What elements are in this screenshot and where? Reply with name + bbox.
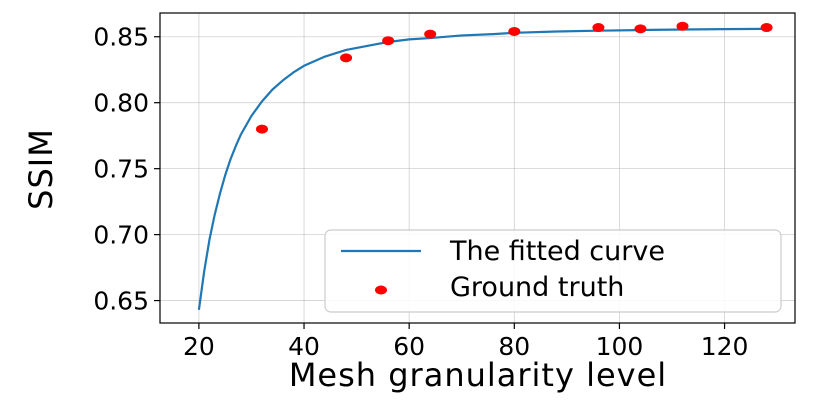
y-tick-label: 0.75	[93, 155, 149, 184]
ground-truth-point	[592, 23, 605, 33]
x-tick-label: 100	[596, 332, 644, 361]
y-tick-label: 0.80	[93, 89, 149, 118]
legend-label-ground-truth: Ground truth	[450, 272, 624, 303]
ground-truth-point	[634, 24, 647, 34]
legend-box	[324, 229, 782, 313]
ground-truth-point	[760, 23, 773, 33]
ground-truth-point	[255, 124, 268, 134]
ground-truth-point	[382, 36, 395, 46]
y-tick-label: 0.65	[93, 287, 149, 316]
ground-truth-point	[676, 21, 689, 31]
y-axis-label: SSIM	[22, 128, 60, 210]
legend-label-fitted-curve: The fitted curve	[449, 236, 665, 267]
x-tick-label: 120	[701, 332, 749, 361]
y-tick-label: 0.85	[93, 23, 149, 52]
ground-truth-point	[508, 26, 521, 36]
plot-data	[197, 21, 773, 310]
ground-truth-point	[424, 29, 437, 39]
x-axis-label: Mesh granularity level	[289, 356, 667, 394]
x-tick-label: 60	[393, 332, 425, 361]
grid-lines	[160, 13, 795, 323]
x-tick-label: 80	[498, 332, 530, 361]
legend-marker-swatch	[375, 285, 387, 295]
axis-ticks: 20 40 60 80 100 120 0.65 0.70 0.75 0.80 0.85	[93, 23, 748, 361]
ground-truth-point	[340, 53, 353, 63]
x-tick-label: 20	[183, 332, 215, 361]
x-tick-label: 40	[288, 332, 320, 361]
y-tick-label: 0.70	[93, 221, 149, 250]
plot-frame	[159, 12, 796, 324]
fitted-curve-line	[197, 27, 767, 310]
legend: The fitted curve Ground truth	[324, 229, 782, 313]
